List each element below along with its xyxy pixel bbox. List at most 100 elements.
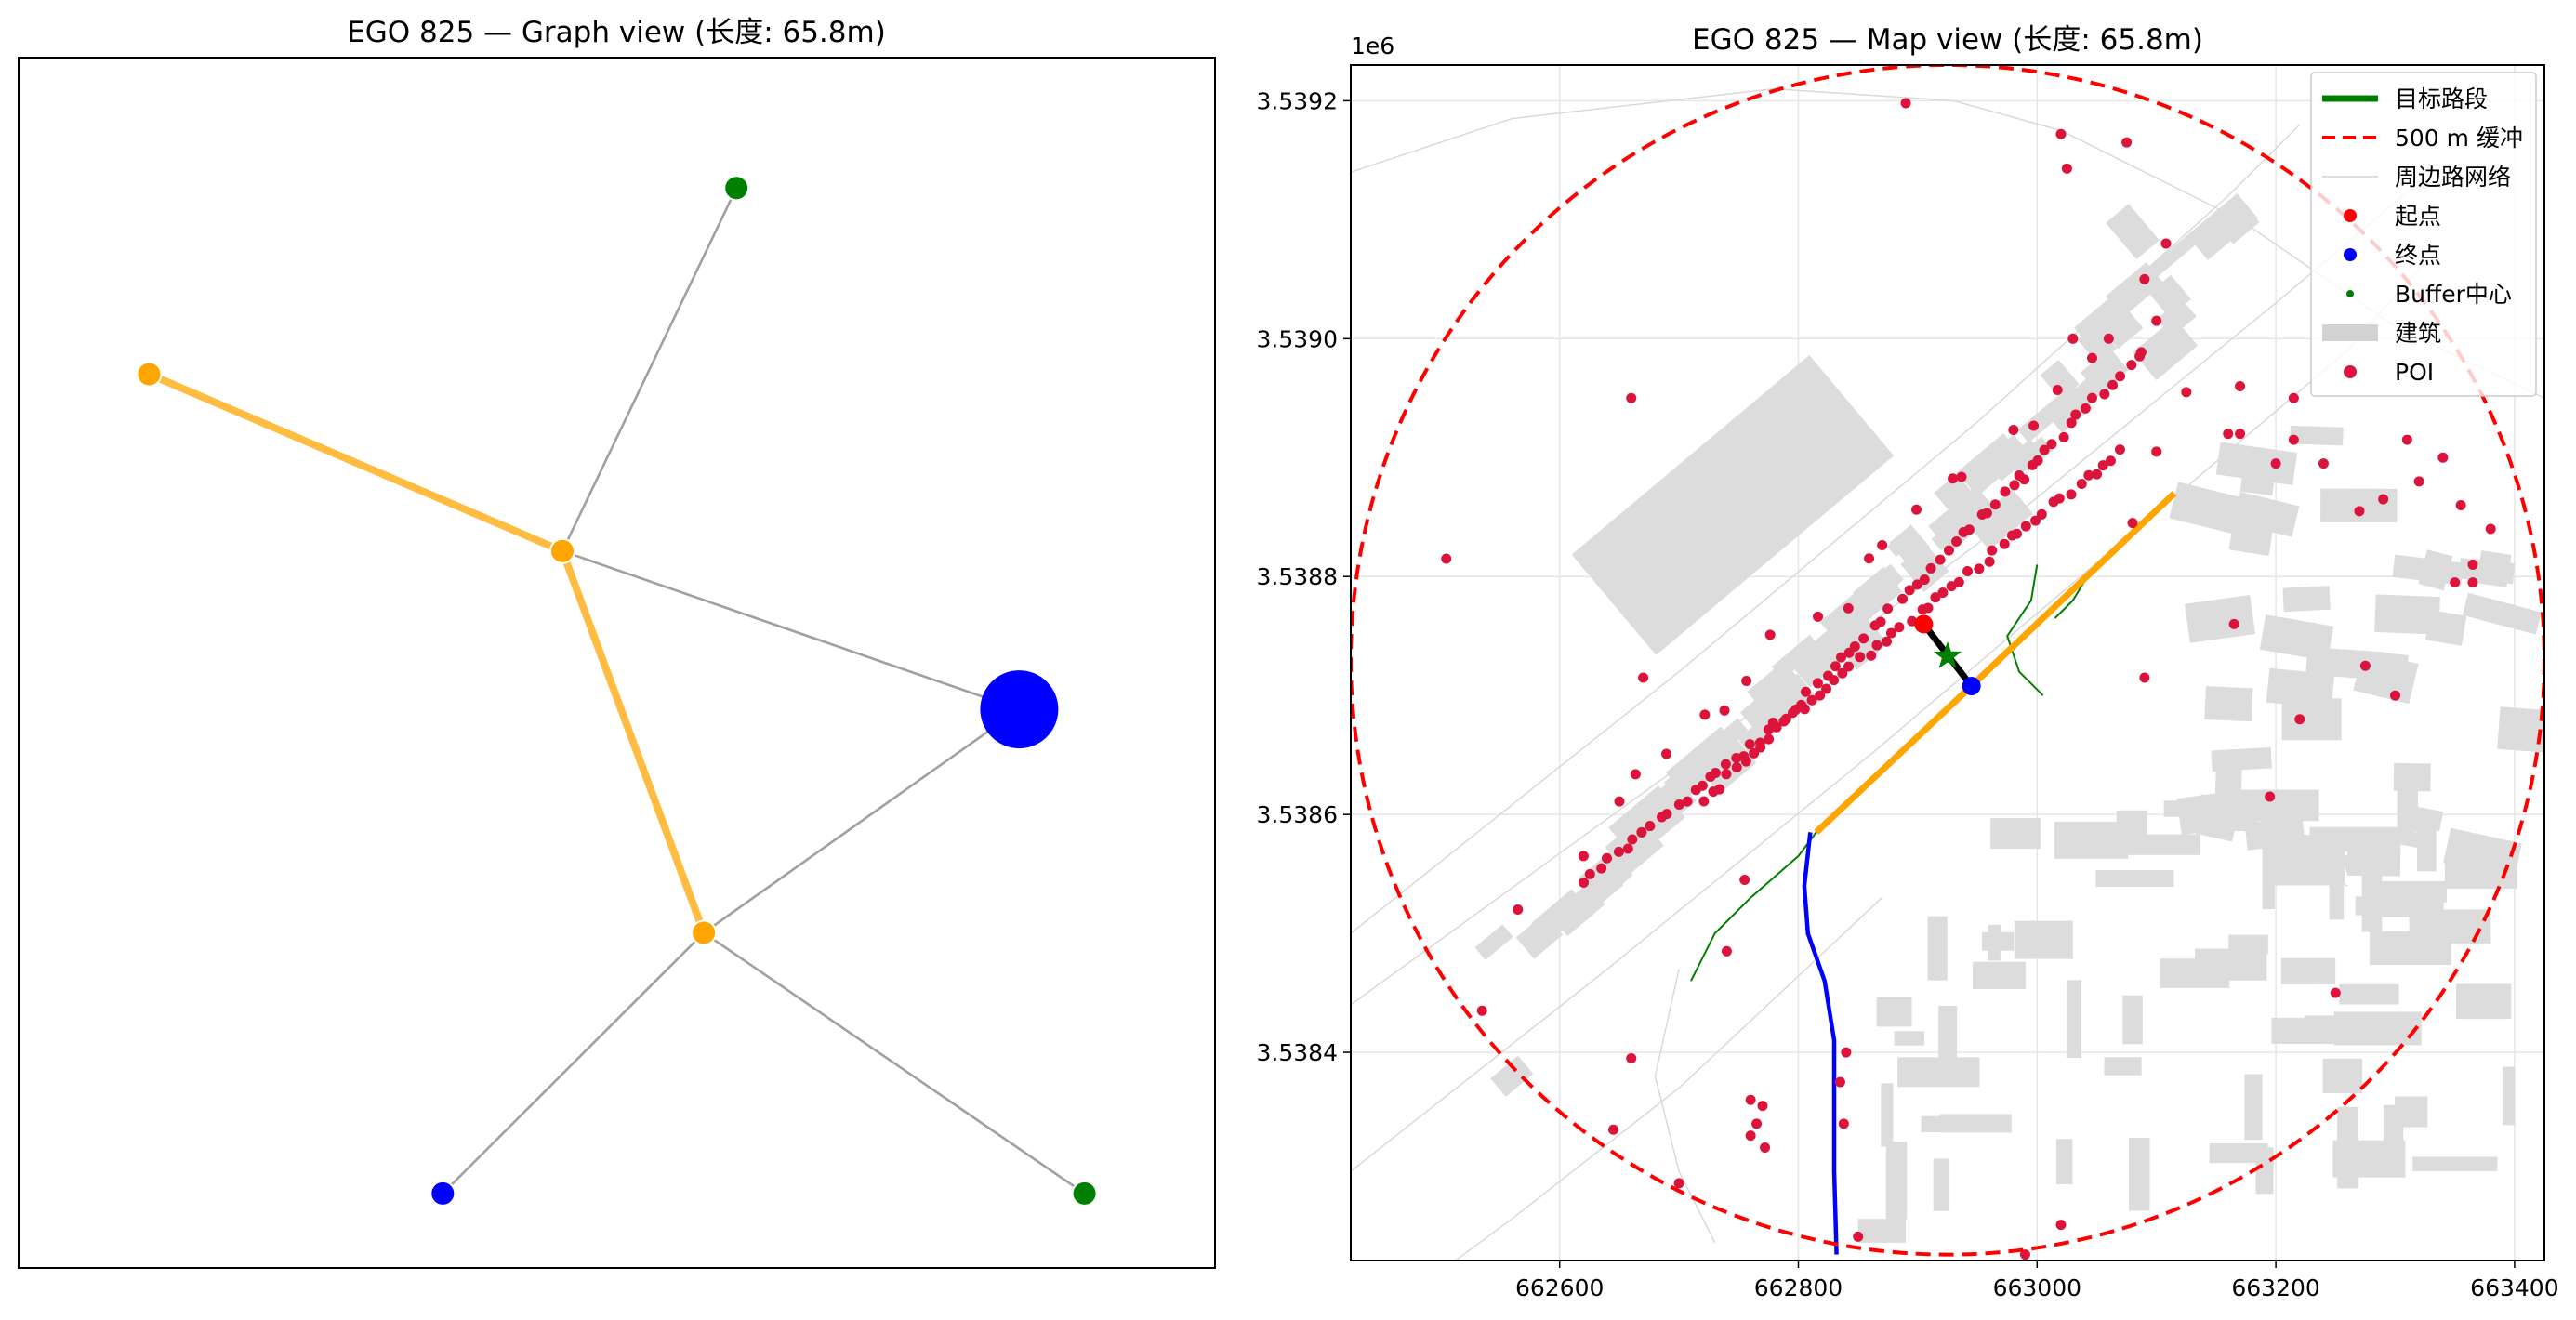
poi-point bbox=[1626, 1052, 1637, 1063]
building bbox=[2374, 594, 2440, 635]
poi-point bbox=[2066, 489, 2077, 500]
building bbox=[1887, 526, 1920, 558]
poi-point bbox=[2151, 446, 2162, 457]
poi-point bbox=[1739, 875, 1750, 886]
poi-point bbox=[1740, 756, 1751, 767]
poi-point bbox=[1894, 622, 1905, 633]
poi-point bbox=[2151, 315, 2162, 326]
graph-edge-n3-n4 bbox=[559, 549, 707, 934]
poi-point bbox=[1719, 705, 1730, 716]
x-tick-label: 662600 bbox=[1515, 1274, 1604, 1301]
building bbox=[1550, 890, 1597, 937]
building bbox=[1897, 1057, 1980, 1088]
y-tick-label: 3.5392 bbox=[1257, 87, 1338, 114]
poi-point bbox=[2080, 403, 2091, 414]
poi-point bbox=[1946, 581, 1957, 592]
graph-node-n1 bbox=[136, 361, 163, 388]
poi-point bbox=[1638, 672, 1649, 683]
poi-point bbox=[2039, 444, 2050, 455]
poi-point bbox=[2121, 137, 2133, 148]
building bbox=[2228, 934, 2268, 955]
poi-point bbox=[2126, 360, 2137, 371]
poi-point bbox=[2036, 508, 2047, 520]
poi-point bbox=[2011, 528, 2022, 539]
x-tick-label: 662800 bbox=[1754, 1274, 1843, 1301]
poi-point bbox=[2092, 469, 2103, 480]
building bbox=[2412, 1156, 2498, 1171]
building bbox=[1886, 1165, 1905, 1223]
poi-point bbox=[2115, 371, 2126, 382]
poi-point bbox=[2046, 439, 2057, 450]
poi-point bbox=[2139, 672, 2150, 683]
building bbox=[1968, 488, 2033, 551]
legend-label: 500 m 缓冲 bbox=[2395, 125, 2523, 152]
map-title: EGO 825 — Map view (长度: 65.8m) bbox=[1692, 23, 2203, 57]
poi-point bbox=[1841, 1047, 1852, 1058]
poi-point bbox=[1645, 821, 1656, 832]
poi-point bbox=[2413, 476, 2424, 487]
buffer-circle bbox=[1351, 65, 2544, 1257]
poi-point bbox=[2401, 434, 2412, 445]
poi-point bbox=[1596, 863, 1607, 874]
poi-point bbox=[2223, 429, 2234, 440]
poi-point bbox=[2288, 434, 2299, 445]
poi-point bbox=[1904, 585, 1915, 596]
poi-point bbox=[2354, 506, 2365, 517]
poi-point bbox=[1710, 768, 1721, 779]
poi-point bbox=[1843, 602, 1854, 614]
poi-point bbox=[1806, 694, 1817, 706]
building bbox=[2215, 442, 2298, 486]
building bbox=[1939, 1114, 2012, 1133]
poi-point bbox=[1853, 1231, 1864, 1242]
building bbox=[2503, 1066, 2516, 1126]
building bbox=[1490, 1055, 1534, 1097]
poi-point bbox=[1943, 545, 1954, 556]
building bbox=[2157, 298, 2197, 337]
building bbox=[2320, 488, 2398, 523]
poi-point bbox=[1911, 504, 1922, 515]
y-tick-label: 3.5384 bbox=[1257, 1039, 1338, 1066]
graph-nodes bbox=[136, 175, 1098, 1207]
legend-label: POI bbox=[2395, 359, 2434, 386]
poi-point bbox=[1815, 690, 1826, 701]
poi-point bbox=[2058, 431, 2069, 442]
poi-point bbox=[1788, 707, 1799, 719]
building bbox=[2407, 805, 2444, 832]
poi-point bbox=[2076, 479, 2087, 490]
building bbox=[2280, 957, 2336, 984]
x-tick-label: 663000 bbox=[1993, 1274, 2081, 1301]
poi-point bbox=[2485, 523, 2496, 535]
building bbox=[1933, 1158, 1949, 1211]
poi-point bbox=[1821, 683, 1832, 694]
building bbox=[2133, 317, 2199, 381]
poi-point bbox=[2455, 499, 2466, 510]
building bbox=[2305, 646, 2384, 680]
poi-point bbox=[1951, 535, 1962, 547]
poi-point bbox=[1698, 796, 1710, 807]
poi-point bbox=[1661, 809, 1672, 820]
building bbox=[2424, 610, 2467, 646]
building bbox=[2497, 706, 2544, 754]
building bbox=[1928, 485, 1999, 553]
graph-node-n6 bbox=[1071, 1180, 1098, 1207]
poi-point bbox=[1721, 769, 1732, 780]
graph-node-n5 bbox=[429, 1180, 456, 1207]
poi-point bbox=[1974, 563, 1985, 574]
poi-point bbox=[2000, 486, 2011, 497]
legend-label: 终点 bbox=[2395, 242, 2441, 269]
poi-point bbox=[1953, 576, 1964, 587]
buildings bbox=[1474, 192, 2544, 1243]
legend-star-swatch bbox=[2346, 290, 2354, 297]
poi-point bbox=[1476, 1005, 1487, 1016]
graph-edge-ego-n4 bbox=[703, 708, 1021, 934]
poi-point bbox=[1714, 784, 1725, 795]
building bbox=[2443, 827, 2522, 879]
poi-point bbox=[2330, 987, 2341, 998]
poi-point bbox=[2450, 577, 2461, 588]
map-ticks: 662600 662800 663000 663200 663400 3.5384 3.53… bbox=[1257, 87, 2559, 1301]
building bbox=[1571, 355, 1895, 655]
building bbox=[2282, 586, 2331, 613]
poi-point bbox=[1441, 553, 1452, 564]
building bbox=[2462, 592, 2542, 635]
poi-point bbox=[2055, 128, 2067, 139]
